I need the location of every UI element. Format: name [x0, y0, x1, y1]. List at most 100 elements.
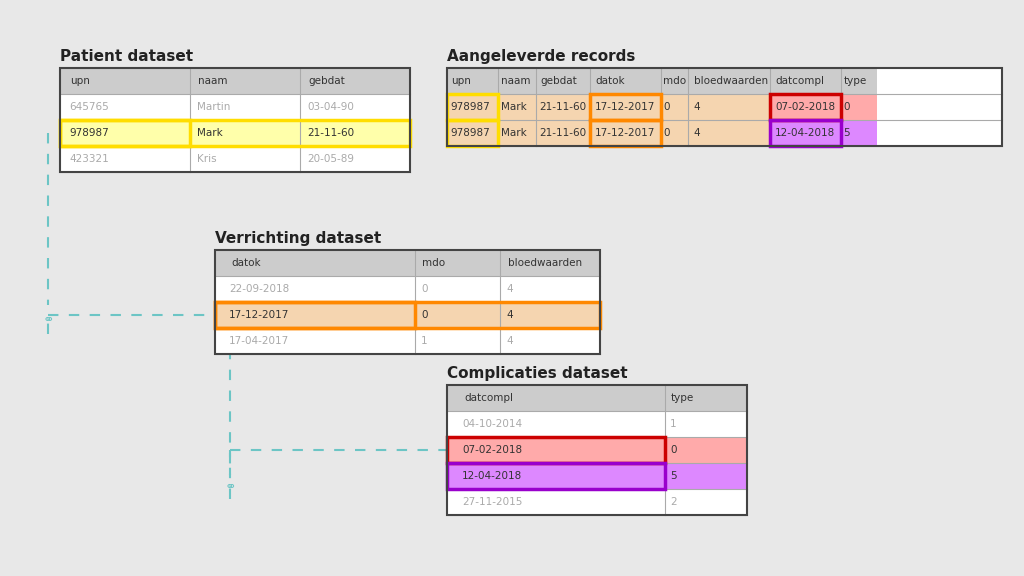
Bar: [536, 120, 590, 146]
Text: 07-02-2018: 07-02-2018: [462, 445, 522, 455]
Text: 0: 0: [664, 102, 670, 112]
Bar: [665, 437, 746, 463]
Text: upn: upn: [71, 76, 90, 86]
Text: 5: 5: [844, 128, 850, 138]
Text: bloedwaarden: bloedwaarden: [508, 258, 582, 268]
Bar: [536, 94, 590, 120]
Text: 22-09-2018: 22-09-2018: [229, 284, 289, 294]
Text: 423321: 423321: [69, 154, 109, 164]
Text: 0: 0: [671, 445, 677, 455]
Bar: [665, 385, 746, 411]
Bar: [447, 437, 665, 463]
Bar: [60, 120, 410, 146]
Bar: [189, 120, 300, 146]
Text: 645765: 645765: [69, 102, 109, 112]
Bar: [770, 120, 841, 146]
Bar: [415, 250, 500, 276]
Text: 4: 4: [507, 310, 513, 320]
Bar: [590, 120, 662, 146]
Bar: [447, 463, 665, 489]
Bar: [662, 94, 688, 120]
Bar: [189, 68, 300, 94]
Text: Complicaties dataset: Complicaties dataset: [447, 366, 628, 381]
Bar: [665, 411, 746, 437]
Bar: [500, 276, 600, 302]
Text: naam: naam: [501, 76, 530, 86]
Bar: [662, 68, 688, 94]
Bar: [447, 68, 498, 94]
Text: 04-10-2014: 04-10-2014: [462, 419, 522, 429]
Text: Mark: Mark: [501, 102, 526, 112]
Text: 978987: 978987: [451, 102, 490, 112]
Bar: [215, 250, 415, 276]
Bar: [300, 94, 410, 120]
Text: 1: 1: [671, 419, 677, 429]
Bar: [215, 250, 600, 354]
Bar: [447, 68, 1002, 146]
Text: 20-05-89: 20-05-89: [307, 154, 354, 164]
Bar: [688, 68, 770, 94]
Text: 4: 4: [507, 284, 513, 294]
Text: Martin: Martin: [198, 102, 230, 112]
Bar: [215, 328, 415, 354]
Bar: [841, 94, 878, 120]
Bar: [60, 68, 410, 172]
Text: upn: upn: [452, 76, 471, 86]
Text: 17-12-2017: 17-12-2017: [595, 102, 655, 112]
Text: 0: 0: [421, 310, 428, 320]
Bar: [447, 411, 665, 437]
Text: Patient dataset: Patient dataset: [60, 49, 194, 64]
Bar: [662, 120, 688, 146]
Bar: [300, 146, 410, 172]
Text: Mark: Mark: [501, 128, 526, 138]
Bar: [447, 94, 498, 120]
Text: 17-12-2017: 17-12-2017: [595, 128, 655, 138]
Bar: [415, 328, 500, 354]
Text: ⚭: ⚭: [42, 313, 54, 327]
Bar: [841, 120, 878, 146]
Bar: [447, 94, 498, 120]
Bar: [60, 94, 189, 120]
Bar: [415, 276, 500, 302]
Text: Aangeleverde records: Aangeleverde records: [447, 49, 635, 64]
Text: 0: 0: [664, 128, 670, 138]
Bar: [215, 302, 415, 328]
Text: naam: naam: [199, 76, 227, 86]
Text: 4: 4: [693, 128, 700, 138]
Bar: [60, 146, 189, 172]
Bar: [498, 94, 536, 120]
Text: 21-11-60: 21-11-60: [540, 102, 587, 112]
Bar: [447, 463, 665, 489]
Text: bloedwaarden: bloedwaarden: [694, 76, 769, 86]
Text: 978987: 978987: [451, 128, 490, 138]
Bar: [447, 437, 665, 463]
Bar: [665, 463, 746, 489]
Bar: [300, 68, 410, 94]
Bar: [300, 120, 410, 146]
Bar: [447, 120, 498, 146]
Text: 21-11-60: 21-11-60: [540, 128, 587, 138]
Text: 12-04-2018: 12-04-2018: [775, 128, 836, 138]
Text: datok: datok: [596, 76, 626, 86]
Bar: [60, 68, 410, 172]
Bar: [215, 250, 600, 354]
Bar: [770, 68, 841, 94]
Text: type: type: [844, 76, 867, 86]
Text: 17-12-2017: 17-12-2017: [229, 310, 290, 320]
Bar: [60, 120, 189, 146]
Text: 0: 0: [421, 284, 428, 294]
Bar: [590, 94, 662, 120]
Text: datcompl: datcompl: [776, 76, 824, 86]
Bar: [770, 94, 841, 120]
Text: 27-11-2015: 27-11-2015: [462, 497, 522, 507]
Text: 4: 4: [693, 102, 700, 112]
Text: datok: datok: [231, 258, 261, 268]
Text: mdo: mdo: [664, 76, 686, 86]
Bar: [447, 489, 665, 515]
Bar: [590, 94, 662, 120]
Bar: [500, 328, 600, 354]
Text: 03-04-90: 03-04-90: [307, 102, 354, 112]
Text: gebdat: gebdat: [540, 76, 577, 86]
Text: 2: 2: [671, 497, 677, 507]
Text: mdo: mdo: [422, 258, 445, 268]
